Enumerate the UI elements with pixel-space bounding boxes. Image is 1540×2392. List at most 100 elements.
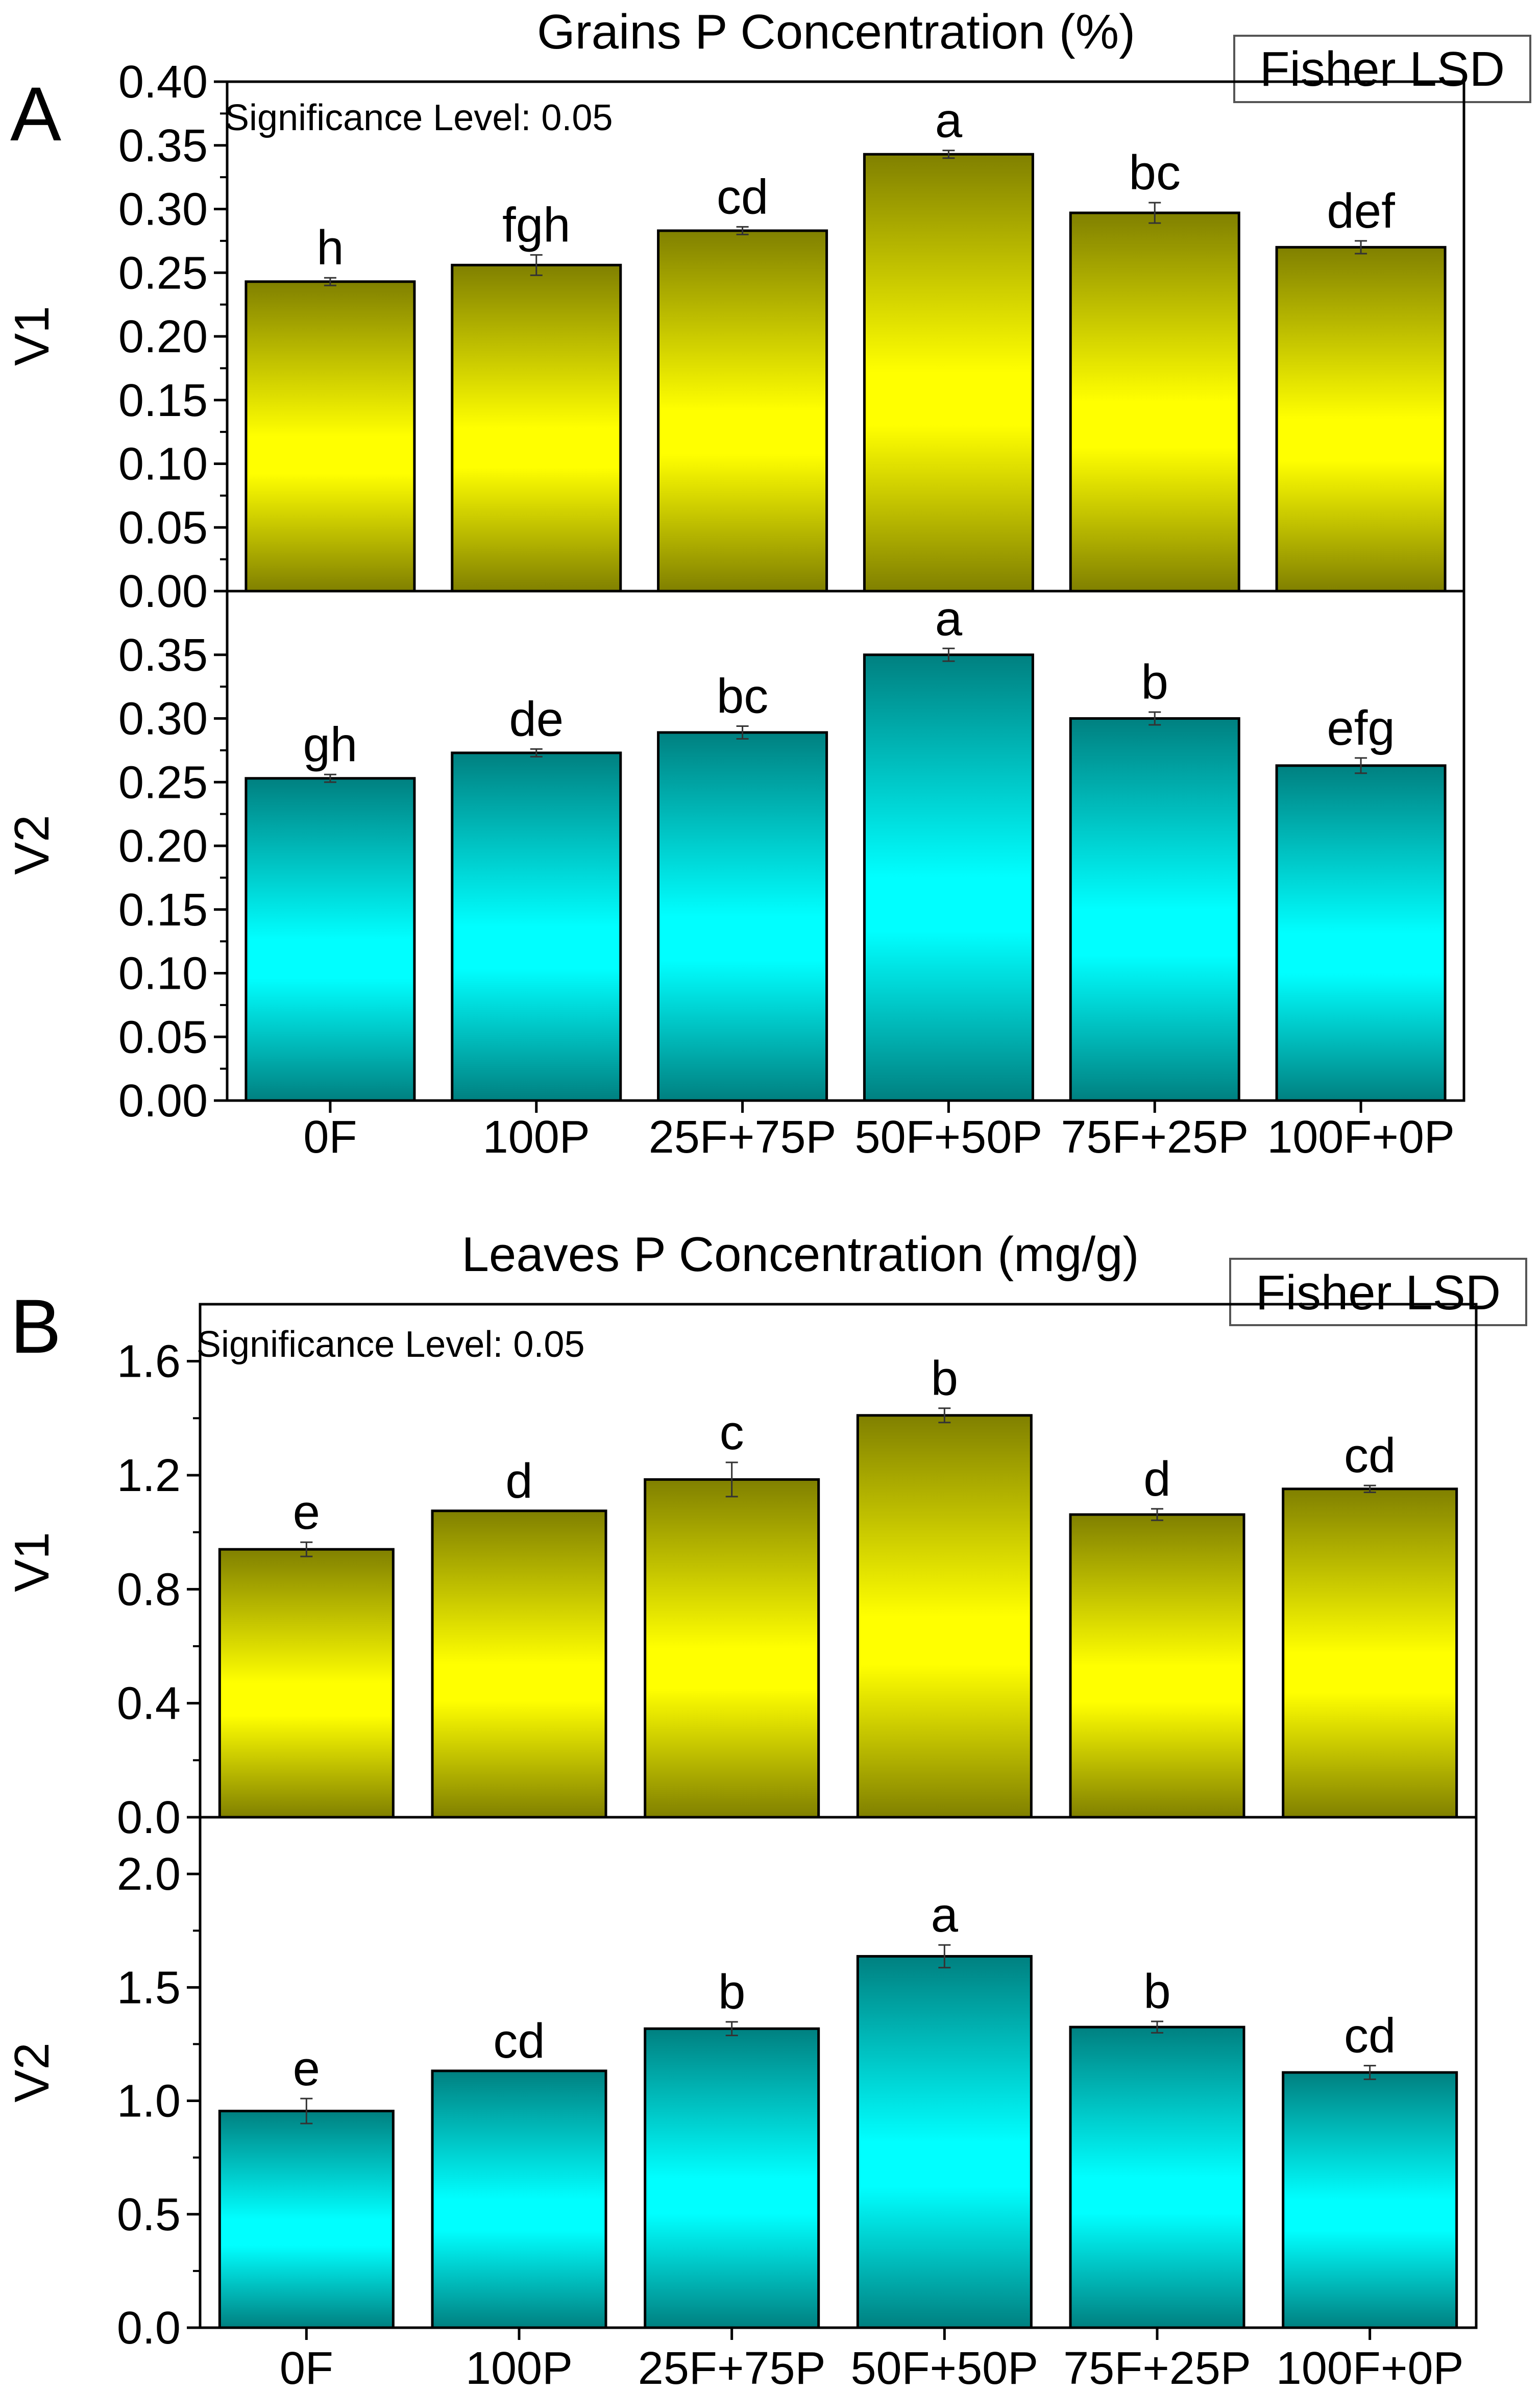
tick-label: 1.5 <box>117 1962 181 2013</box>
tick-label: 0.0 <box>117 2303 181 2354</box>
bar <box>863 153 1034 593</box>
category-label: 100P <box>466 2343 573 2392</box>
category-label: 25F+75P <box>638 2343 826 2392</box>
tick-label: 2.0 <box>117 1849 181 1900</box>
bar <box>451 751 622 1102</box>
significance-letter: gh <box>303 717 358 772</box>
tick-label: 0.40 <box>118 57 208 108</box>
significance-letter: cd <box>1344 1428 1396 1483</box>
tick-label: 0.10 <box>118 948 208 999</box>
significance-letter: de <box>509 692 564 746</box>
panel-b-title: Leaves P Concentration (mg/g) <box>462 1227 1139 1282</box>
significance-letter: bc <box>1129 145 1181 200</box>
tick-label: 0.30 <box>118 184 208 235</box>
significance-letter: cd <box>493 2014 545 2068</box>
category-label: 0F <box>303 1112 357 1163</box>
tick-label: 0.20 <box>118 311 208 362</box>
bar <box>245 777 416 1102</box>
bar <box>431 2069 607 2329</box>
tick-label: 0.00 <box>118 1076 208 1127</box>
panel-b-v2-ylabel: V2 <box>5 2042 59 2102</box>
bar <box>657 731 828 1102</box>
bar <box>431 1509 607 1819</box>
tick-label: 0.25 <box>118 248 208 299</box>
tick-label: 0.4 <box>117 1678 181 1729</box>
tick-label: 0.35 <box>118 630 208 681</box>
significance-letter: a <box>935 591 963 646</box>
tick-label: 0.0 <box>117 1792 181 1843</box>
significance-letter: b <box>931 1351 958 1406</box>
significance-letter: d <box>1143 1452 1170 1506</box>
bar <box>1069 1513 1245 1819</box>
panel-a-v1-ylabel: V1 <box>5 306 59 365</box>
significance-letter: cd <box>717 169 768 224</box>
panel-letter-a: A <box>10 71 61 157</box>
category-label: 50F+50P <box>855 1112 1043 1163</box>
category-label: 100F+0P <box>1267 1112 1455 1163</box>
tick-label: 0.15 <box>118 375 208 426</box>
significance-letter: a <box>935 93 963 148</box>
category-label: 100F+0P <box>1276 2343 1464 2392</box>
tick-label: 0.15 <box>118 885 208 936</box>
tick-label: 1.2 <box>117 1450 181 1501</box>
category-label: 100P <box>483 1112 590 1163</box>
significance-letter: c <box>720 1405 744 1460</box>
bar <box>856 1414 1033 1819</box>
significance-letter: e <box>293 2041 320 2096</box>
bar <box>218 2110 395 2329</box>
bar <box>451 263 622 593</box>
bar <box>218 1548 395 1819</box>
bar <box>1069 211 1240 593</box>
panel-b-subplot-v1: 0.0 0.4 0.8 1.2 1.6 e d c b d cd V1 <box>5 1303 1478 1843</box>
panel-letter-b: B <box>10 1283 61 1369</box>
bar <box>1069 717 1240 1102</box>
panel-b-v2-frame <box>199 1816 1478 2329</box>
tick-label: 1.0 <box>117 2076 181 2127</box>
category-label: 75F+25P <box>1061 1112 1249 1163</box>
significance-letter: cd <box>1344 2009 1396 2063</box>
category-label: 0F <box>280 2343 333 2392</box>
bar <box>644 1478 820 1819</box>
panel-b-significance-text: Significance Level: 0.05 <box>197 1324 585 1365</box>
bar <box>1275 764 1447 1102</box>
bar <box>644 2027 820 2329</box>
bar <box>1282 1487 1458 1819</box>
significance-letter: efg <box>1327 701 1395 755</box>
significance-letter: a <box>931 1888 959 1942</box>
panel-a-v2-ylabel: V2 <box>5 815 59 874</box>
tick-label: 0.5 <box>117 2189 181 2240</box>
panel-a-significance-text: Significance Level: 0.05 <box>225 97 613 138</box>
significance-letter: h <box>316 221 344 275</box>
bar <box>245 280 416 593</box>
panel-a-subplot-v2: 0.00 0.05 0.10 0.15 0.20 0.25 0.30 0.35 … <box>5 590 1465 1127</box>
category-label: 50F+50P <box>850 2343 1038 2392</box>
panel-b-subplot-v2: 0.0 0.5 1.0 1.5 2.0 e cd b a b cd V2 <box>5 1816 1478 2354</box>
panel-a: A Grains P Concentration (%) Fisher LSD … <box>5 5 1531 1163</box>
significance-letter: e <box>293 1485 320 1540</box>
tick-label: 1.6 <box>117 1336 181 1387</box>
panel-b: B Leaves P Concentration (mg/g) Fisher L… <box>5 1227 1527 2392</box>
category-label: 25F+75P <box>649 1112 837 1163</box>
significance-letter: b <box>1143 1964 1170 2019</box>
significance-letter: def <box>1327 184 1395 238</box>
tick-label: 0.20 <box>118 821 208 872</box>
tick-label: 0.10 <box>118 439 208 490</box>
tick-label: 0.30 <box>118 694 208 745</box>
tick-label: 0.35 <box>118 120 208 172</box>
tick-label: 0.05 <box>118 1012 208 1063</box>
bar <box>1282 2071 1458 2329</box>
significance-letter: b <box>718 1965 745 2019</box>
panel-a-legend-box <box>1233 35 1531 103</box>
panel-a-subplot-v1: 0.00 0.05 0.10 0.15 0.20 0.25 0.30 0.35 … <box>5 57 1465 617</box>
category-label: 75F+25P <box>1063 2343 1251 2392</box>
panel-b-v1-ylabel: V1 <box>5 1532 59 1592</box>
significance-letter: b <box>1141 655 1168 710</box>
tick-label: 0.00 <box>118 566 208 617</box>
panel-a-title: Grains P Concentration (%) <box>537 5 1135 59</box>
bar <box>1275 246 1447 593</box>
bar <box>657 229 828 593</box>
significance-letter: d <box>505 1454 532 1508</box>
tick-label: 0.25 <box>118 757 208 808</box>
significance-letter: bc <box>717 669 768 723</box>
